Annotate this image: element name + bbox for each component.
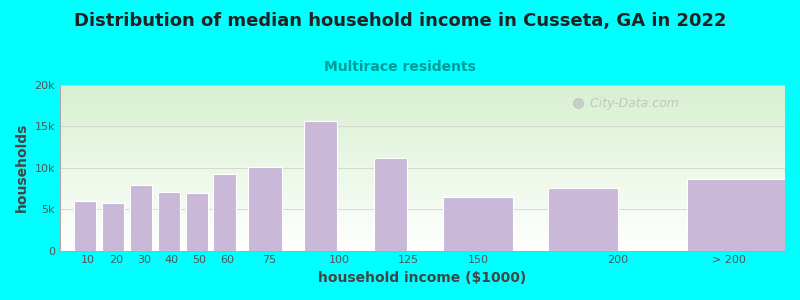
X-axis label: household income ($1000): household income ($1000): [318, 271, 526, 285]
Bar: [687, 178, 800, 250]
Y-axis label: households: households: [15, 123, 29, 212]
Bar: [186, 193, 208, 250]
Bar: [102, 203, 124, 250]
Bar: [214, 174, 236, 250]
Bar: [130, 185, 152, 250]
Bar: [548, 188, 618, 250]
Bar: [443, 197, 513, 250]
Text: City-Data.com: City-Data.com: [582, 97, 679, 110]
Bar: [74, 201, 96, 250]
Bar: [248, 167, 282, 250]
Bar: [374, 158, 407, 250]
Bar: [304, 122, 338, 250]
Bar: [158, 192, 180, 250]
Text: Distribution of median household income in Cusseta, GA in 2022: Distribution of median household income …: [74, 12, 726, 30]
Text: Multirace residents: Multirace residents: [324, 60, 476, 74]
